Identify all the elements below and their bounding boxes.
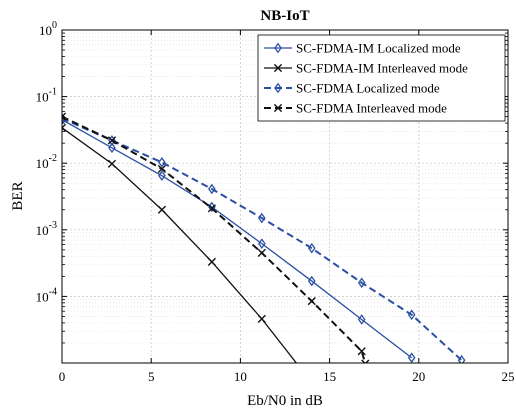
legend-label: SC-FDMA Interleaved mode <box>296 101 447 116</box>
data-point <box>307 242 316 254</box>
data-point <box>207 204 216 213</box>
data-point <box>108 142 116 154</box>
y-tick-label: 100 <box>39 20 57 38</box>
legend-box <box>257 34 506 122</box>
x-axis-label: Eb/N0 in dB <box>247 393 323 409</box>
chart-title: NB-IoT <box>260 8 309 24</box>
legend: SC-FDMA-IM Localized mode SC-FDMA-IM Inte… <box>257 34 506 122</box>
plot-frame <box>61 29 509 364</box>
y-axis-label: BER <box>10 181 26 210</box>
data-point <box>158 157 166 168</box>
legend-label: SC-FDMA-IM Interleaved mode <box>296 61 468 76</box>
data-point <box>208 183 216 195</box>
data-point <box>407 309 416 321</box>
x-tick-label: 10 <box>234 369 247 384</box>
axis-ticks: 0 5 10 15 20 25 100 10-1 10-2 10-3 10-4 <box>36 20 515 384</box>
data-point <box>457 354 466 363</box>
data-point <box>257 212 266 224</box>
y-tick-label: 10-2 <box>36 153 57 171</box>
series-4 <box>62 112 370 363</box>
data-point <box>357 277 366 289</box>
data-point <box>361 359 370 363</box>
data-point <box>207 257 216 266</box>
data-point <box>257 314 266 323</box>
x-tick-label: 20 <box>412 369 425 384</box>
legend-item: SC-FDMA Localized mode <box>264 81 440 96</box>
data-point <box>307 297 316 306</box>
data-point <box>407 352 416 363</box>
legend-marker <box>274 42 282 54</box>
series-2 <box>62 123 298 363</box>
legend-item: SC-FDMA Interleaved mode <box>264 101 447 116</box>
legend-label: SC-FDMA Localized mode <box>296 81 440 96</box>
x-tick-label: 15 <box>323 369 336 384</box>
legend-marker <box>273 63 283 73</box>
legend-marker <box>273 103 283 113</box>
data-point <box>357 347 366 356</box>
y-tick-label: 10-3 <box>36 220 57 238</box>
x-tick-label: 25 <box>502 369 515 384</box>
data-point <box>62 112 67 121</box>
series-line <box>62 119 413 359</box>
data-point <box>107 159 117 168</box>
x-tick-label: 0 <box>59 369 66 384</box>
data-point <box>157 164 166 174</box>
series-line <box>62 127 298 363</box>
data-point <box>62 123 67 132</box>
data-point <box>257 238 266 249</box>
legend-item: SC-FDMA-IM Interleaved mode <box>264 61 468 76</box>
series-line <box>62 117 463 361</box>
data-point <box>158 170 166 181</box>
y-tick-label: 10-4 <box>36 286 57 304</box>
y-tick-label: 10-1 <box>36 87 57 105</box>
legend-marker <box>274 82 282 94</box>
data-point <box>257 248 266 257</box>
data-point <box>357 314 366 325</box>
series-line <box>62 115 367 363</box>
legend-item: SC-FDMA-IM Localized mode <box>264 41 461 56</box>
legend-label: SC-FDMA-IM Localized mode <box>296 41 461 56</box>
data-point <box>157 205 166 214</box>
data-point <box>107 136 117 145</box>
data-point <box>307 275 316 287</box>
series-layer <box>62 112 466 363</box>
x-tick-label: 5 <box>148 369 155 384</box>
